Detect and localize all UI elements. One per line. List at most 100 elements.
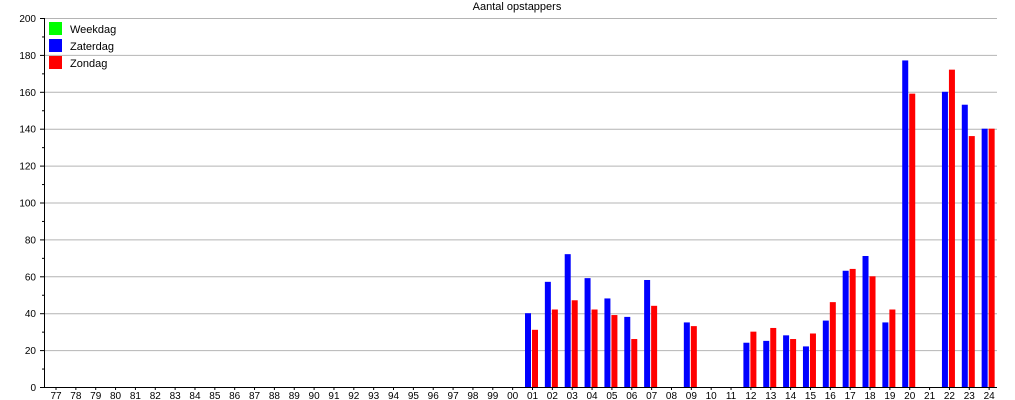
bar-zaterdag-13 xyxy=(763,340,770,387)
y-tick-label: 160 xyxy=(19,88,36,99)
x-tick-label: 79 xyxy=(90,391,102,400)
legend-swatch-weekdag xyxy=(49,22,62,35)
x-tick-label: 85 xyxy=(209,391,221,400)
chart-title: Aantal opstappers xyxy=(473,1,562,13)
y-tick-label: 140 xyxy=(19,125,36,136)
x-tick-label: 83 xyxy=(170,391,182,400)
legend-swatch-zondag xyxy=(49,56,62,69)
bar-zaterdag-04 xyxy=(584,278,591,387)
y-axis-tick-labels: 0 20 40 60 80 100 120 140 160 180 200 xyxy=(19,14,36,394)
x-tick-label: 99 xyxy=(487,391,499,400)
bar-zondag-19 xyxy=(889,309,896,387)
x-tick-label: 16 xyxy=(825,391,837,400)
bar-zaterdag-02 xyxy=(544,281,551,387)
x-tick-label: 18 xyxy=(864,391,876,400)
bar-zaterdag-05 xyxy=(604,298,611,387)
bar-zondag-13 xyxy=(770,327,777,387)
x-tick-label: 00 xyxy=(507,391,519,400)
bar-zaterdag-19 xyxy=(882,322,889,387)
x-tick-label: 11 xyxy=(726,391,737,400)
x-tick-label: 08 xyxy=(666,391,678,400)
bar-zondag-16 xyxy=(829,302,836,387)
x-tick-label: 14 xyxy=(785,391,797,400)
y-tick-label: 0 xyxy=(30,383,36,394)
bar-zaterdag-03 xyxy=(564,254,571,387)
bar-zaterdag-09 xyxy=(683,322,690,387)
x-tick-label: 10 xyxy=(706,391,718,400)
bar-zondag-02 xyxy=(551,309,558,387)
x-tick-label: 78 xyxy=(70,391,82,400)
x-tick-label: 24 xyxy=(984,391,996,400)
bar-zondag-09 xyxy=(690,326,697,387)
y-tick-label: 80 xyxy=(25,235,37,246)
x-tick-label: 96 xyxy=(428,391,440,400)
x-tick-label: 02 xyxy=(547,391,559,400)
bar-zaterdag-22 xyxy=(941,91,948,388)
bar-zondag-24 xyxy=(988,128,995,387)
x-tick-label: 13 xyxy=(765,391,777,400)
x-tick-label: 88 xyxy=(269,391,281,400)
x-tick-label: 90 xyxy=(309,391,321,400)
grid-lines xyxy=(44,18,997,352)
legend-swatch-zaterdag xyxy=(49,39,62,52)
x-tick-label: 12 xyxy=(745,391,757,400)
x-tick-label: 09 xyxy=(686,391,698,400)
x-tick-label: 06 xyxy=(626,391,638,400)
x-tick-label: 82 xyxy=(150,391,162,400)
x-tick-label: 15 xyxy=(805,391,817,400)
axes xyxy=(40,18,997,390)
legend: Weekdag Zaterdag Zondag xyxy=(49,22,116,70)
bar-zondag-04 xyxy=(591,309,598,387)
bar-zondag-14 xyxy=(790,339,797,387)
bar-zondag-03 xyxy=(571,300,578,387)
x-tick-label: 98 xyxy=(467,391,479,400)
x-tick-label: 77 xyxy=(50,391,62,400)
x-tick-label: 91 xyxy=(328,391,340,400)
x-tick-label: 92 xyxy=(348,391,360,400)
x-tick-label: 17 xyxy=(845,391,857,400)
legend-label-zaterdag: Zaterdag xyxy=(70,41,114,53)
bar-zaterdag-16 xyxy=(822,320,829,387)
bar-zaterdag-07 xyxy=(644,279,651,387)
bars xyxy=(525,60,995,388)
bar-zondag-05 xyxy=(611,315,618,387)
y-tick-label: 20 xyxy=(25,346,37,357)
x-tick-label: 22 xyxy=(944,391,956,400)
x-tick-label: 23 xyxy=(964,391,976,400)
bar-zondag-23 xyxy=(968,136,975,387)
x-tick-label: 94 xyxy=(388,391,400,400)
bar-zaterdag-17 xyxy=(842,270,849,387)
bar-zondag-06 xyxy=(631,339,638,387)
bar-zaterdag-12 xyxy=(743,342,750,387)
x-tick-label: 19 xyxy=(884,391,896,400)
x-tick-label: 93 xyxy=(368,391,380,400)
legend-label-weekdag: Weekdag xyxy=(70,24,116,36)
x-tick-label: 81 xyxy=(130,391,142,400)
bar-zaterdag-15 xyxy=(802,346,809,387)
bar-zondag-12 xyxy=(750,331,757,387)
x-tick-label: 95 xyxy=(408,391,420,400)
bar-zaterdag-20 xyxy=(902,60,909,388)
bar-zondag-15 xyxy=(809,333,816,387)
bar-zaterdag-06 xyxy=(624,316,631,387)
bar-zaterdag-23 xyxy=(961,104,968,387)
y-tick-label: 120 xyxy=(19,162,36,173)
bar-zaterdag-24 xyxy=(981,128,988,387)
y-tick-label: 60 xyxy=(25,272,37,283)
x-tick-label: 80 xyxy=(110,391,122,400)
x-tick-label: 01 xyxy=(527,391,539,400)
bar-zaterdag-18 xyxy=(862,256,869,387)
bar-zondag-22 xyxy=(948,69,955,387)
bar-zondag-07 xyxy=(651,305,658,387)
y-tick-label: 180 xyxy=(19,51,36,62)
x-tick-label: 21 xyxy=(924,391,936,400)
x-tick-label: 03 xyxy=(567,391,579,400)
x-tick-label: 07 xyxy=(646,391,658,400)
bar-zaterdag-14 xyxy=(783,335,790,387)
x-tick-label: 84 xyxy=(189,391,201,400)
x-tick-label: 20 xyxy=(904,391,916,400)
legend-label-zondag: Zondag xyxy=(70,58,107,70)
bar-zaterdag-01 xyxy=(525,313,531,387)
